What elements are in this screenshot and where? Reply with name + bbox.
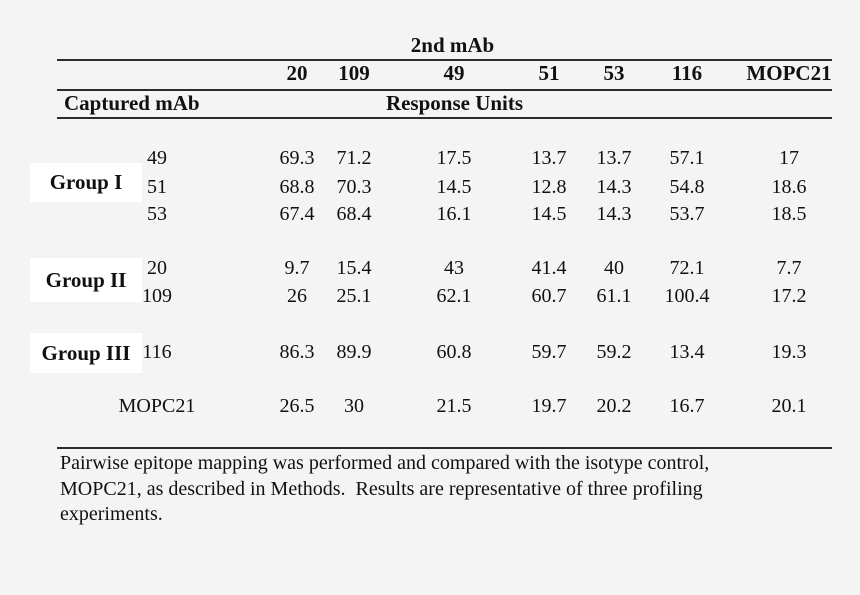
column-header: 53	[603, 61, 625, 85]
table-title: 2nd mAb	[410, 33, 495, 57]
response-value-cell: 17.5	[436, 147, 472, 169]
table-rule-under-headers	[57, 89, 832, 91]
response-value-cell: 60.8	[436, 341, 472, 363]
caption-line: Pairwise epitope mapping was performed a…	[60, 452, 710, 474]
response-value-cell: 70.3	[336, 176, 372, 198]
response-value-cell: 26.5	[279, 395, 315, 417]
response-units-label: Response Units	[385, 91, 524, 115]
response-value-cell: 86.3	[279, 341, 315, 363]
response-value-cell: 57.1	[669, 147, 705, 169]
epitope-mapping-table: 2nd mAb 20 109 49 51 53 116 MOPC21 Captured mA…	[30, 0, 832, 450]
group-label: Group II	[30, 258, 142, 302]
response-value-cell: 13.7	[596, 147, 632, 169]
group-label: Group III	[30, 333, 142, 373]
response-value-cell: 71.2	[336, 147, 372, 169]
captured-mab-row-label: 49	[147, 147, 167, 169]
response-value-cell: 14.3	[596, 203, 632, 225]
response-value-cell: 14.5	[436, 176, 472, 198]
table-rule-top	[57, 59, 832, 61]
response-value-cell: 100.4	[664, 285, 710, 307]
caption-line: MOPC21, as described in Methods. Results…	[60, 477, 703, 500]
response-value-cell: 13.7	[531, 147, 567, 169]
caption-line: experiments.	[60, 503, 163, 525]
response-value-cell: 20.2	[596, 395, 632, 417]
response-value-cell: 41.4	[531, 257, 567, 279]
response-value-cell: 59.2	[596, 341, 632, 363]
captured-mab-row-label: MOPC21	[118, 395, 196, 417]
column-header: 116	[671, 61, 703, 85]
response-value-cell: 54.8	[669, 176, 705, 198]
captured-mab-row-label: 51	[147, 176, 167, 198]
table-caption: Pairwise epitope mapping was performed a…	[60, 451, 850, 528]
response-value-cell: 26	[287, 285, 307, 307]
response-value-cell: 17.2	[771, 285, 807, 307]
response-value-cell: 43	[444, 257, 464, 279]
column-header: 20	[286, 61, 308, 85]
response-value-cell: 62.1	[436, 285, 472, 307]
group-label: Group I	[30, 163, 142, 202]
response-value-cell: 59.7	[531, 341, 567, 363]
captured-mab-label: Captured mAb	[64, 91, 200, 115]
response-value-cell: 14.5	[531, 203, 567, 225]
response-value-cell: 19.3	[771, 341, 807, 363]
column-header: MOPC21	[746, 61, 832, 85]
response-value-cell: 16.1	[436, 203, 472, 225]
captured-mab-row-label: 53	[147, 203, 167, 225]
response-value-cell: 9.7	[284, 257, 310, 279]
response-value-cell: 69.3	[279, 147, 315, 169]
response-value-cell: 60.7	[531, 285, 567, 307]
response-value-cell: 67.4	[279, 203, 315, 225]
captured-mab-row-label: 109	[142, 285, 172, 307]
response-value-cell: 53.7	[669, 203, 705, 225]
response-value-cell: 15.4	[336, 257, 372, 279]
response-value-cell: 20.1	[771, 395, 807, 417]
response-value-cell: 18.6	[771, 176, 807, 198]
response-value-cell: 16.7	[669, 395, 705, 417]
response-value-cell: 68.8	[279, 176, 315, 198]
response-value-cell: 40	[604, 257, 624, 279]
response-value-cell: 13.4	[669, 341, 705, 363]
response-value-cell: 30	[344, 395, 364, 417]
response-value-cell: 19.7	[531, 395, 567, 417]
column-header: 49	[443, 61, 465, 85]
column-header: 109	[338, 61, 370, 85]
response-value-cell: 18.5	[771, 203, 807, 225]
captured-mab-row-label: 116	[142, 341, 172, 363]
response-value-cell: 17	[779, 147, 799, 169]
response-value-cell: 7.7	[776, 257, 802, 279]
response-value-cell: 21.5	[436, 395, 472, 417]
response-value-cell: 72.1	[669, 257, 705, 279]
table-rule-under-subheaders	[57, 117, 832, 119]
response-value-cell: 14.3	[596, 176, 632, 198]
response-value-cell: 68.4	[336, 203, 372, 225]
table-rule-bottom	[57, 447, 832, 449]
response-value-cell: 61.1	[596, 285, 632, 307]
column-header: 51	[538, 61, 560, 85]
response-value-cell: 12.8	[531, 176, 567, 198]
response-value-cell: 89.9	[336, 341, 372, 363]
captured-mab-row-label: 20	[147, 257, 167, 279]
response-value-cell: 25.1	[336, 285, 372, 307]
